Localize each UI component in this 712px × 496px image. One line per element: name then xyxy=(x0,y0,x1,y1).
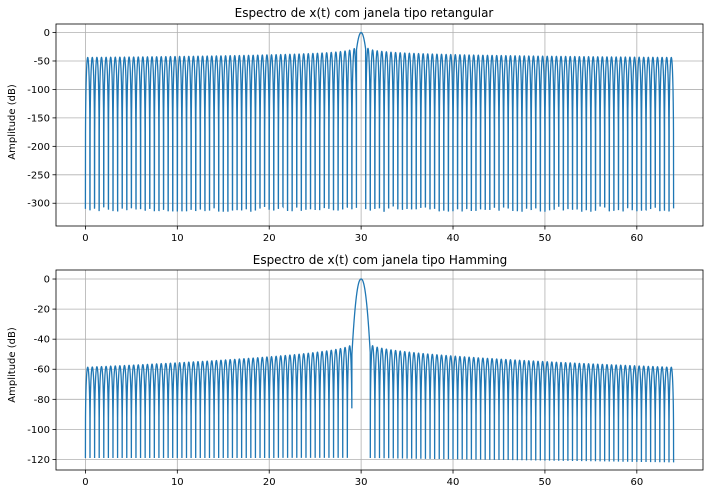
tick-layer: 0 10 20 30 40 50 60 0 -20 -40 -60 -80 -100 -120 xyxy=(27,275,643,488)
plot-frame xyxy=(55,23,704,227)
y-tick-label: -100 xyxy=(27,85,50,96)
x-tick-label: 0 xyxy=(82,477,88,488)
y-tick-label: -300 xyxy=(27,199,50,210)
y-axis-label: Amplitude (dB) xyxy=(7,327,18,403)
y-tick-label: -50 xyxy=(34,56,50,67)
y-tick-label: -40 xyxy=(34,335,50,346)
y-tick-label: -250 xyxy=(27,170,50,181)
x-tick-label: 0 xyxy=(82,233,88,244)
y-tick-label: -100 xyxy=(27,425,50,436)
x-tick-label: 60 xyxy=(630,233,643,244)
x-tick-label: 30 xyxy=(355,477,368,488)
spectrum-series-line xyxy=(84,278,675,463)
x-tick-label: 60 xyxy=(630,477,643,488)
y-tick-label: -20 xyxy=(34,305,50,316)
series-line-layer xyxy=(84,31,675,212)
x-tick-label: 30 xyxy=(355,233,368,244)
x-tick-label: 50 xyxy=(539,477,552,488)
series-line-layer xyxy=(84,278,675,463)
y-tick-label: -120 xyxy=(27,455,50,466)
x-tick-label: 20 xyxy=(263,477,276,488)
x-tick-label: 40 xyxy=(447,477,460,488)
x-tick-label: 40 xyxy=(447,233,460,244)
plot-frame xyxy=(55,269,704,471)
y-axis-label: Amplitude (dB) xyxy=(7,84,18,160)
y-tick-label: 0 xyxy=(44,275,50,286)
x-tick-label: 20 xyxy=(263,233,276,244)
tick-layer: 0 10 20 30 40 50 60 0 -50 -100 -150 -200 -250 -300 xyxy=(27,28,643,244)
chart-title: Espectro de x(t) com janela tipo retangu… xyxy=(235,6,494,20)
y-tick-label: -60 xyxy=(34,365,50,376)
x-tick-label: 10 xyxy=(171,233,184,244)
spectrum-series-line xyxy=(84,31,675,212)
chart-title: Espectro de x(t) com janela tipo Hamming xyxy=(253,253,508,267)
x-tick-label: 10 xyxy=(171,477,184,488)
chart-hamming-window: Espectro de x(t) com janela tipo Hamming… xyxy=(7,253,704,488)
y-tick-label: -200 xyxy=(27,142,50,153)
chart-rectangular-window: Espectro de x(t) com janela tipo retangu… xyxy=(7,6,704,244)
y-tick-label: 0 xyxy=(44,28,50,39)
y-tick-label: -80 xyxy=(34,395,50,406)
x-tick-label: 50 xyxy=(539,233,552,244)
y-tick-label: -150 xyxy=(27,113,50,124)
